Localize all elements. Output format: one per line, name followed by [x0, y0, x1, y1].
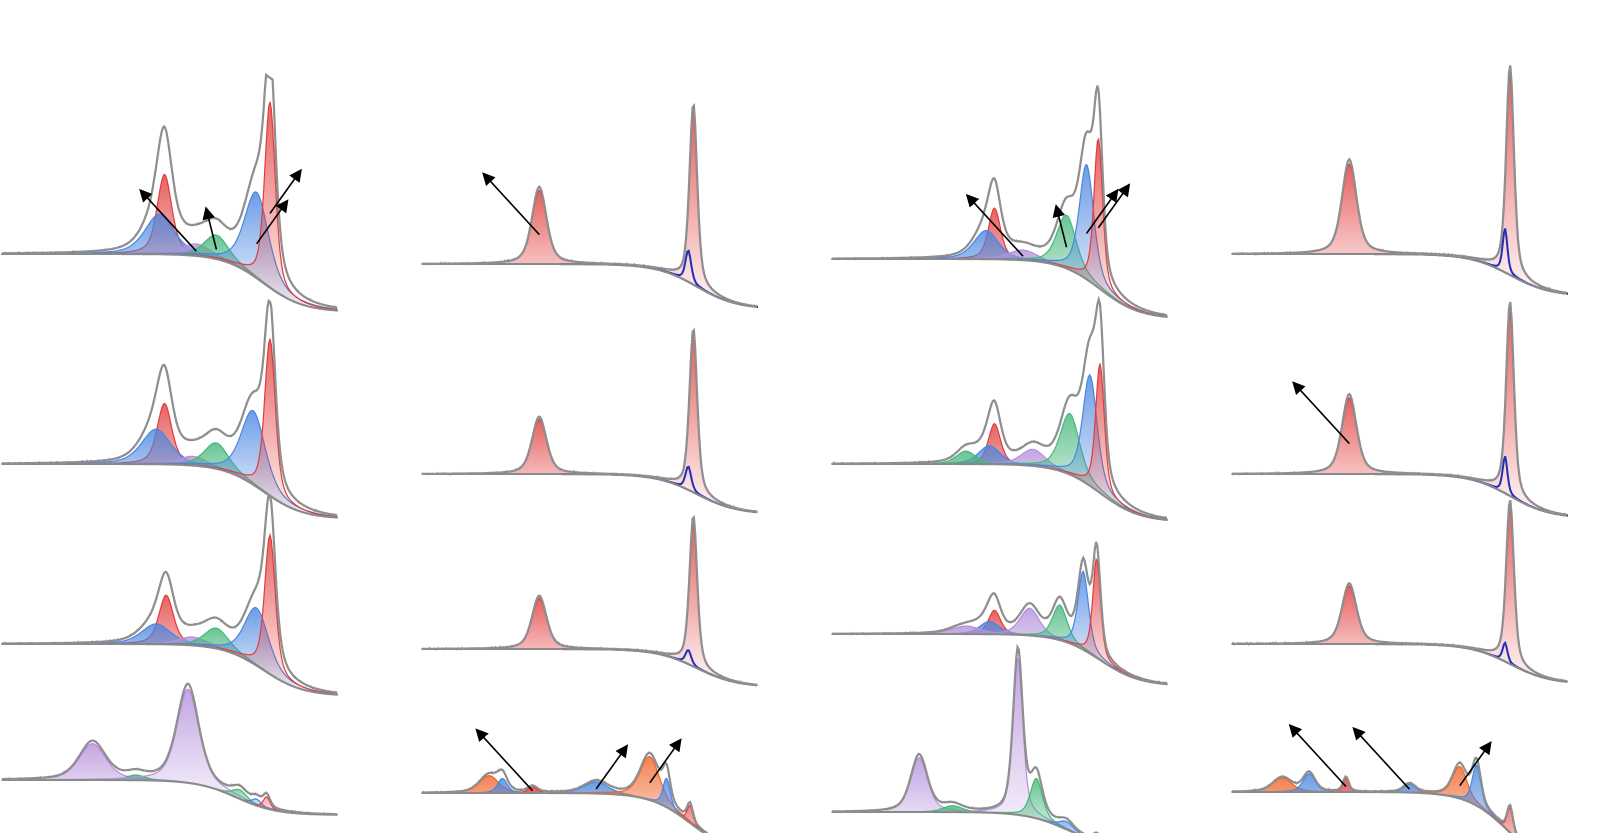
peak-orange-4 — [421, 755, 707, 833]
arrow-icon — [475, 728, 534, 792]
baseline-line — [1232, 791, 1512, 833]
peak-red-1 — [1232, 507, 1568, 683]
envelope-line — [422, 102, 758, 308]
peak-purple-2 — [831, 656, 1079, 833]
data-trace — [421, 750, 708, 833]
baseline-line — [2, 463, 338, 519]
data-trace — [1231, 66, 1568, 294]
envelope-line — [1, 299, 338, 517]
peak-red-5 — [832, 811, 1077, 833]
arrow-icon — [1352, 726, 1411, 790]
arrow-icon — [255, 199, 289, 245]
envelope-line — [832, 643, 1099, 833]
peak-red-6 — [422, 792, 706, 833]
data-trace — [1, 494, 338, 695]
peak-blue-4 — [832, 811, 1081, 833]
data-trace — [831, 298, 1168, 520]
envelope-line — [422, 514, 758, 686]
arrow-icon — [965, 193, 1024, 257]
baseline-line — [832, 463, 1168, 521]
envelope-line — [832, 541, 1168, 685]
peak-red-1 — [1232, 75, 1568, 295]
spectrum-panel-r2c4 — [1231, 301, 1568, 517]
peak-blue-1 — [831, 229, 1168, 318]
baseline-line — [832, 811, 1078, 833]
baseline-line — [2, 253, 338, 312]
data-trace — [1231, 756, 1517, 833]
data-trace — [831, 85, 1168, 317]
peak-red-0 — [832, 609, 1168, 685]
peak-red-1 — [422, 336, 758, 513]
arrow-icon — [1052, 204, 1068, 248]
spectrum-panel-r1c2 — [421, 102, 758, 309]
arrow-icon — [139, 188, 197, 252]
peak-red-6 — [1232, 791, 1517, 833]
peak-red-1 — [422, 523, 758, 686]
baseline-line — [2, 779, 337, 816]
envelope-line — [422, 327, 758, 513]
arrow-icon — [1288, 724, 1347, 787]
data-trace — [421, 515, 758, 686]
data-trace — [1231, 302, 1568, 516]
baseline-line — [832, 633, 1168, 686]
envelope-line — [832, 85, 1168, 317]
spectrum-panel-r3c3 — [831, 540, 1168, 686]
envelope-line — [2, 493, 338, 694]
arrow-icon — [1292, 381, 1350, 445]
arrow-icon — [1459, 741, 1492, 787]
spectrum-panel-r4c2 — [421, 728, 709, 833]
envelope-line — [832, 295, 1168, 520]
arrow-icon — [1085, 188, 1119, 234]
peak-blue-1 — [831, 445, 1168, 521]
arrow-icon — [269, 168, 302, 214]
spectrum-panel-r2c1 — [1, 298, 338, 519]
arrow-icon — [1097, 183, 1131, 229]
peak-red-1 — [1232, 311, 1568, 517]
peak-orange-0 — [1231, 777, 1512, 833]
spectrum-panel-r1c4 — [1231, 65, 1568, 295]
data-trace — [831, 646, 1100, 833]
spectrum-panel-r3c1 — [1, 493, 338, 696]
data-trace — [421, 105, 758, 309]
envelope-line — [1231, 756, 1518, 833]
spectrum-panel-r3c4 — [1231, 499, 1568, 683]
spectrum-panel-r4c1 — [1, 682, 338, 816]
arrow-icon — [595, 744, 629, 790]
peak-red-1 — [422, 113, 758, 308]
data-trace — [1, 682, 338, 816]
spectrum-panel-r4c4 — [1231, 724, 1518, 833]
envelope-line — [1232, 499, 1568, 683]
spectrum-panel-r3c2 — [421, 514, 758, 687]
arrow-icon — [482, 172, 540, 236]
baseline-line — [2, 643, 338, 696]
data-trace — [1231, 500, 1568, 682]
arrow-icon — [202, 206, 218, 250]
data-trace — [1, 298, 338, 517]
spectrum-panel-r4c3 — [831, 643, 1100, 833]
data-trace — [831, 540, 1168, 684]
peak-purple-0 — [831, 757, 1077, 833]
spectrum-panel-r2c2 — [421, 327, 758, 514]
spectrum-panel-r1c1 — [1, 72, 338, 312]
baseline-line — [422, 792, 706, 833]
spectrum-panel-r2c3 — [831, 295, 1168, 521]
peak-blue-1 — [832, 620, 1168, 685]
arrow-icon — [649, 738, 682, 784]
spectrum-panel-r1c3 — [831, 85, 1168, 318]
data-trace — [421, 329, 758, 514]
